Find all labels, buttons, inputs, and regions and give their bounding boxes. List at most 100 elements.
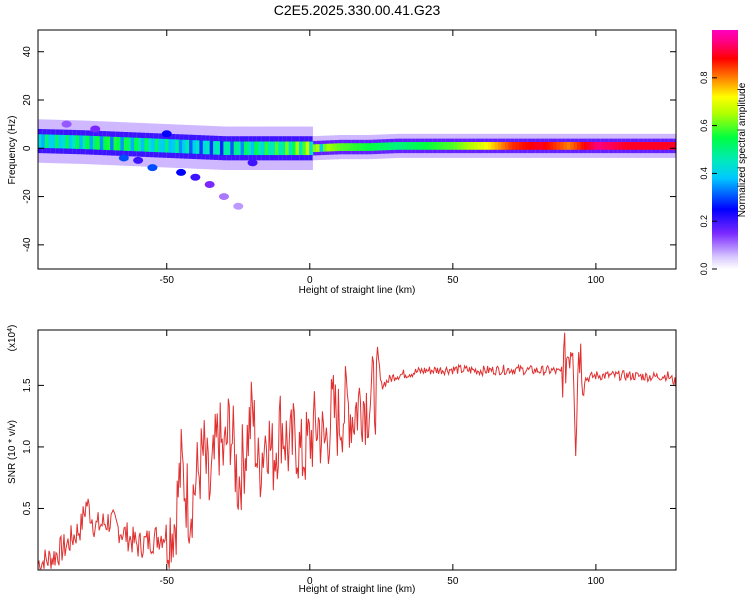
spectrum-ridge xyxy=(631,142,636,150)
spectrum-ridge xyxy=(72,135,77,149)
spectrum-ridge xyxy=(257,141,262,156)
spectrum-ridge xyxy=(226,141,231,156)
spectrum-ridge xyxy=(474,142,479,150)
spectrum-ridge xyxy=(381,142,386,151)
spectrum-ridge xyxy=(343,143,348,151)
spectrum-ridge xyxy=(446,142,451,150)
spectrum-ridge xyxy=(539,142,544,150)
spectrum-ridge xyxy=(559,142,564,150)
spectrum-ridge xyxy=(546,142,551,150)
spectrum-ridge xyxy=(477,142,482,150)
figure-title: C2E5.2025.330.00.41.G23 xyxy=(274,2,441,18)
spectrum-ridge xyxy=(412,142,417,150)
spectrum-ridge xyxy=(429,142,434,150)
snr-multiplier-base: (x10 xyxy=(7,331,18,351)
spectrum-ridge xyxy=(113,136,118,151)
spectrogram-xtick-label: 50 xyxy=(447,275,459,286)
spectrum-ridge xyxy=(213,141,218,155)
spectrum-ridge xyxy=(542,142,547,150)
spectrogram-ytick-label: -20 xyxy=(22,189,33,204)
spectrum-ridge xyxy=(518,142,523,150)
spectrum-blob xyxy=(118,154,129,162)
spectrum-ridge xyxy=(614,142,619,150)
spectrum-ridge xyxy=(422,142,427,150)
spectrum-ridge xyxy=(147,138,152,152)
spectrum-ridge xyxy=(336,143,341,152)
spectrum-ridge xyxy=(309,141,314,156)
spectrum-ridge xyxy=(329,143,334,152)
spectrum-ridge xyxy=(425,142,430,150)
spectrum-ridge xyxy=(398,142,403,150)
spectrum-ridge xyxy=(92,136,97,150)
spectrum-blob xyxy=(90,125,101,133)
spectrum-ridge xyxy=(628,142,633,150)
spectrum-ridge xyxy=(137,137,142,152)
spectrum-blob xyxy=(133,156,144,164)
spectrum-ridge xyxy=(635,142,640,150)
spectrum-ridge xyxy=(305,141,310,156)
spectrum-ridge xyxy=(171,139,176,153)
spectrum-ridge xyxy=(594,142,599,150)
spectrum-ridge xyxy=(195,140,200,154)
spectrum-ridge xyxy=(322,143,327,152)
spectrum-ridge xyxy=(484,142,489,150)
spectrum-ridge xyxy=(51,134,56,149)
spectrum-ridge xyxy=(515,142,520,150)
snr-multiplier-close: ) xyxy=(7,325,18,328)
snr-xtick-label: 0 xyxy=(307,576,313,587)
spectrum-ridge xyxy=(552,142,557,150)
spectrum-ridge xyxy=(597,142,602,150)
spectrum-ridge xyxy=(453,142,458,150)
snr-multiplier-exp: 4 xyxy=(7,328,14,332)
spectrum-ridge xyxy=(436,142,441,150)
spectrum-ridge xyxy=(120,137,125,151)
colorbar: 0.0 0.2 0.4 0.6 0.8 Normalized spectral ampl… xyxy=(699,30,748,275)
spectrum-ridge xyxy=(587,142,592,150)
snr-xtick-label: 100 xyxy=(588,576,605,587)
spectrum-ridge xyxy=(645,142,650,150)
spectrum-ridge xyxy=(274,141,279,156)
spectrum-ridge xyxy=(199,140,204,155)
snr-ytick-label: 1.0 xyxy=(22,440,33,454)
spectrum-ridge xyxy=(357,143,362,151)
spectrum-ridge xyxy=(666,142,671,150)
spectrum-ridge xyxy=(302,141,307,156)
spectrum-blob xyxy=(161,130,172,138)
colorbar-tick-label: 0.8 xyxy=(699,72,709,85)
spectrum-ridge xyxy=(625,142,630,150)
spectrum-ridge xyxy=(563,142,568,150)
spectrum-ridge xyxy=(611,142,616,150)
spectrum-blob xyxy=(147,164,158,172)
spectrum-ridge xyxy=(494,142,499,150)
spectrum-ridge xyxy=(566,142,571,150)
spectrum-ridge xyxy=(449,142,454,150)
spectrum-ridge xyxy=(642,142,647,150)
spectrum-ridge xyxy=(178,139,183,154)
spectrum-ridge xyxy=(96,136,101,150)
spectrum-ridge xyxy=(79,135,84,149)
spectrum-ridge xyxy=(250,141,255,156)
spectrum-ridge xyxy=(158,138,163,153)
spectrum-ridge xyxy=(243,141,248,156)
spectrum-ridge xyxy=(528,142,533,150)
spectrogram-ytick-label: 20 xyxy=(22,94,33,106)
spectrum-ridge xyxy=(655,142,660,150)
spectrum-ridge xyxy=(103,136,108,150)
spectrum-ridge xyxy=(480,142,485,150)
spectrum-ridge xyxy=(350,143,355,151)
spectrum-ridge xyxy=(75,135,80,149)
spectrum-ridge xyxy=(161,138,166,153)
spectrum-ridge xyxy=(140,138,146,152)
spectrum-ridge xyxy=(247,141,252,156)
spectrogram-ytick-label: -40 xyxy=(22,237,33,252)
spectrum-ridge xyxy=(86,135,91,150)
spectrum-ridge xyxy=(556,142,561,150)
spectrum-ridge xyxy=(470,142,475,150)
colorbar-tick-label: 0.6 xyxy=(699,119,709,132)
spectrogram-y-ticks: -40 -20 0 20 40 xyxy=(22,46,676,252)
spectrum-ridge xyxy=(580,142,585,150)
spectrum-blob xyxy=(204,181,215,189)
spectrum-ridge xyxy=(44,134,49,149)
spectrum-blob xyxy=(176,168,187,176)
